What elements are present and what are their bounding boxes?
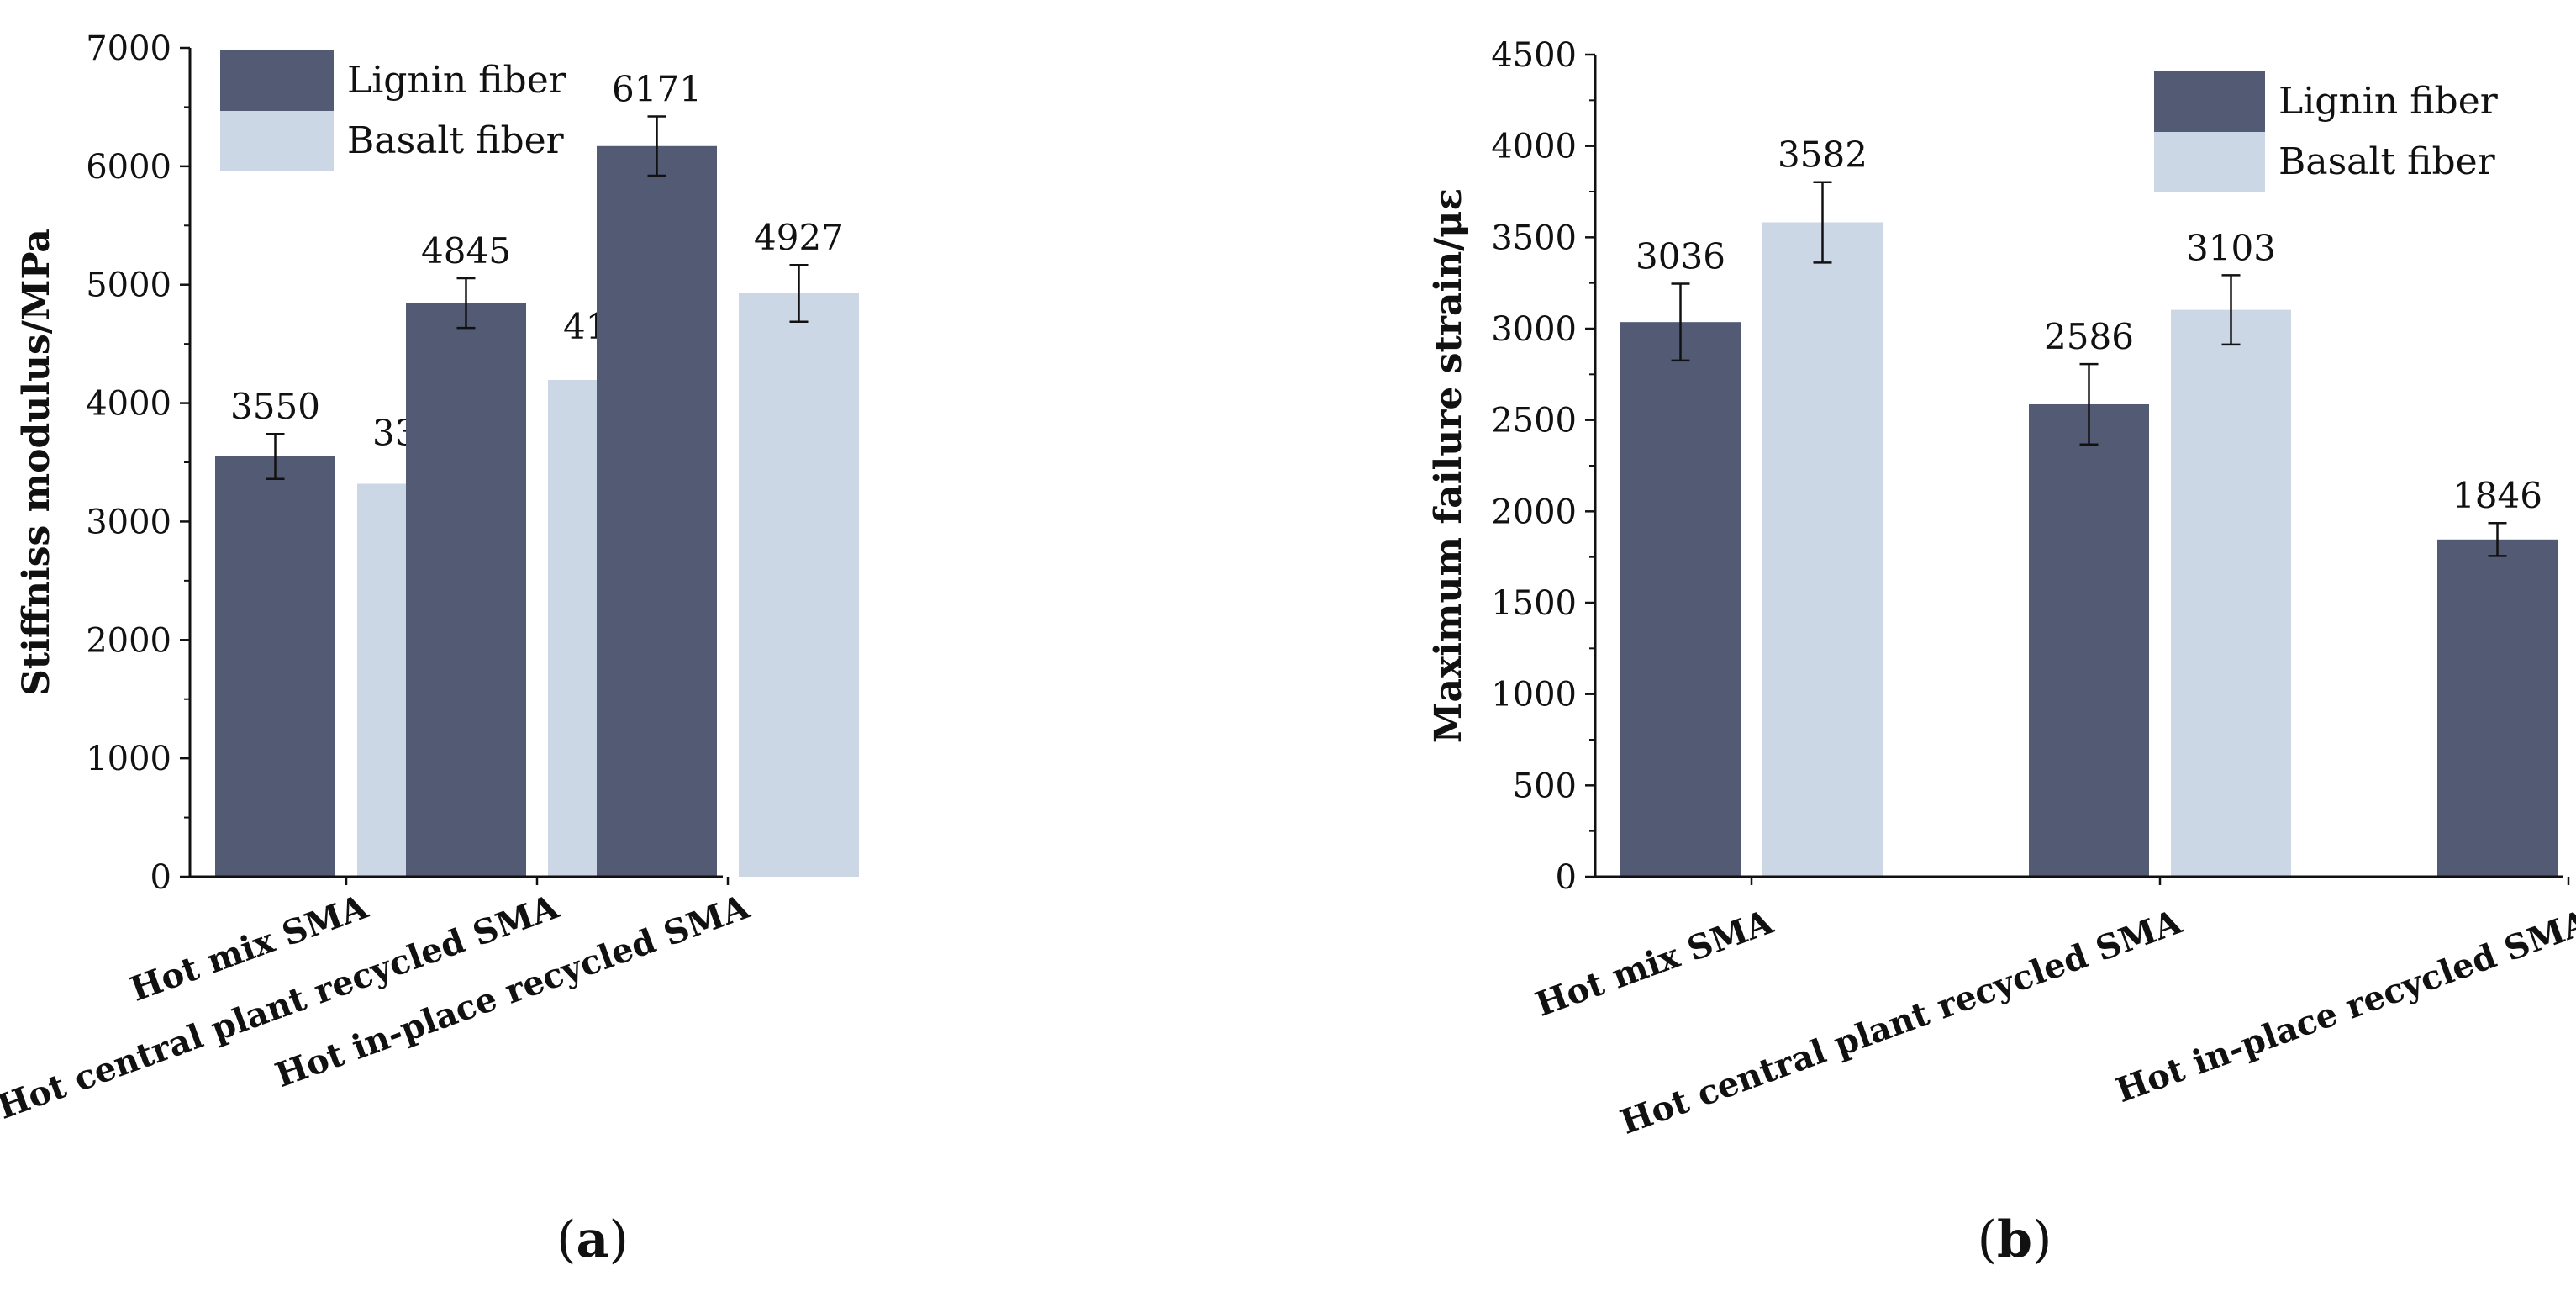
error-bar — [789, 263, 809, 324]
bar-basalt-fiber-2 — [2171, 309, 2291, 878]
panel-label-letter: a — [577, 1210, 609, 1269]
panel-label-open: ( — [1978, 1210, 1997, 1269]
legend-label: Basalt fiber — [2278, 140, 2496, 183]
y-axis-title: Maximum failure strain/με — [1427, 188, 1470, 743]
y-tick-label: 4000 — [1491, 128, 1577, 166]
bar-lignin-fiber-2 — [406, 303, 526, 878]
error-bar — [2488, 521, 2507, 557]
data-label: 3103 — [2186, 227, 2276, 268]
y-tick-label: 2000 — [86, 621, 171, 660]
y-axis-title: Stiffniss modulus/MPa — [15, 229, 58, 696]
panel-label-open: ( — [556, 1210, 576, 1269]
y-tick-label: 1500 — [1491, 584, 1577, 623]
data-label: 3036 — [1636, 236, 1725, 277]
data-label: 2586 — [2044, 316, 2134, 357]
panel-label-letter: b — [1997, 1210, 2032, 1269]
panel-label: (b) — [1978, 1210, 2052, 1269]
legend-swatch-basalt-fiber — [2154, 132, 2265, 192]
y-tick-label: 2000 — [1491, 493, 1577, 531]
legend-label: Basalt fiber — [347, 119, 565, 162]
y-tick-label: 6000 — [86, 148, 171, 187]
error-bar — [456, 277, 476, 330]
y-tick-label: 0 — [1556, 858, 1577, 897]
bar-lignin-fiber-3 — [597, 145, 717, 877]
y-tick-label: 3000 — [1491, 310, 1577, 349]
data-label: 3582 — [1778, 134, 1867, 176]
y-tick-label: 4500 — [1491, 36, 1577, 75]
error-bar — [1671, 282, 1690, 362]
data-label: 4927 — [754, 217, 844, 258]
y-tick-label: 5000 — [86, 266, 171, 305]
panel-label-close: ) — [608, 1210, 628, 1269]
bar-lignin-fiber-1 — [215, 456, 335, 877]
y-tick-label: 0 — [150, 858, 171, 897]
data-label: 3550 — [230, 386, 320, 427]
chart-panel-a: 35503319Hot mix SMA48454196Hot central p… — [0, 29, 859, 1269]
y-tick-label: 1000 — [86, 740, 171, 778]
y-tick-label: 3000 — [86, 503, 171, 541]
bar-basalt-fiber-3 — [739, 293, 859, 878]
legend-label: Lignin fiber — [347, 59, 567, 102]
legend-swatch-basalt-fiber — [220, 111, 334, 171]
data-label: 1846 — [2452, 475, 2542, 516]
error-bar — [2221, 274, 2241, 346]
bar-lignin-fiber-1 — [1620, 322, 1741, 877]
legend-label: Lignin fiber — [2278, 80, 2499, 123]
bar-lignin-fiber-2 — [2029, 403, 2149, 877]
y-tick-label: 3500 — [1491, 219, 1577, 257]
legend-swatch-lignin-fiber — [220, 50, 334, 111]
x-tick-label: Hot mix SMA — [1530, 902, 1778, 1025]
data-label: 4845 — [421, 230, 511, 272]
bar-basalt-fiber-1 — [1762, 222, 1883, 878]
panel-label: (a) — [556, 1210, 629, 1269]
panel-label-close: ) — [2032, 1210, 2052, 1269]
y-tick-label: 4000 — [86, 385, 171, 424]
error-bar — [1813, 181, 1832, 264]
y-tick-label: 500 — [1513, 767, 1577, 805]
data-label: 6171 — [612, 69, 702, 110]
error-bar — [266, 432, 285, 480]
error-bar — [2079, 362, 2099, 446]
bar-lignin-fiber-3 — [2437, 539, 2558, 877]
y-tick-label: 2500 — [1491, 402, 1577, 440]
y-tick-label: 7000 — [86, 29, 171, 68]
y-tick-label: 1000 — [1491, 676, 1577, 714]
error-bar — [647, 115, 666, 177]
legend-swatch-lignin-fiber — [2154, 71, 2265, 132]
